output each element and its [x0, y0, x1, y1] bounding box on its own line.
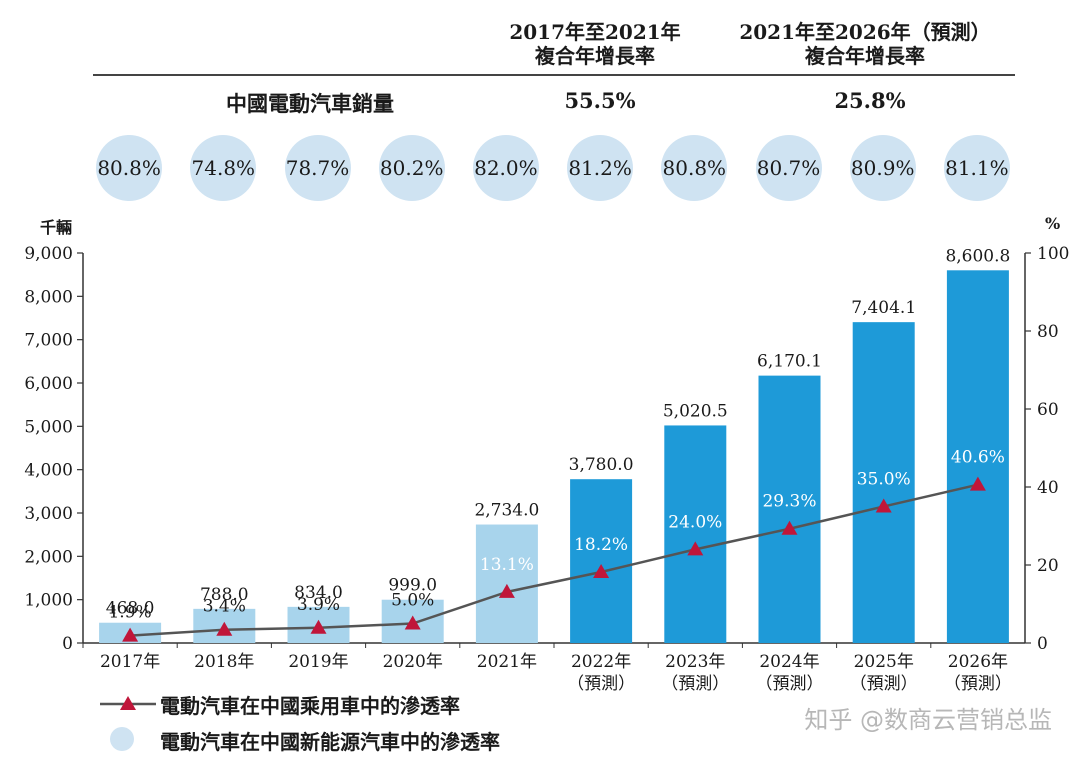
x-tick-label: 2017年 [100, 652, 160, 672]
bar [664, 425, 727, 643]
x-tick-sublabel: （預測） [661, 674, 729, 694]
y-tick-label-right: 0 [1037, 634, 1048, 654]
cagr-value-2017-2021: 55.5% [564, 88, 636, 113]
bar-value-label: 8,600.8 [945, 246, 1010, 266]
penetration-label: 35.0% [857, 470, 911, 490]
y-tick-label-right: 80 [1037, 322, 1059, 342]
y-tick-label-left: 7,000 [24, 331, 73, 351]
nev-share-bubble: 81.1% [943, 135, 1010, 201]
x-tick-sublabel: （預測） [567, 674, 635, 694]
cagr-header-2017-2021: 2017年至2021年 複合年增長率 [490, 20, 700, 68]
penetration-label: 3.4% [203, 597, 246, 617]
bar [758, 375, 821, 643]
y-tick-label-left: 8,000 [24, 287, 73, 307]
penetration-label: 1.9% [108, 603, 151, 623]
bar-value-label: 834.0 [294, 583, 343, 603]
y-tick-label-right: 40 [1037, 478, 1059, 498]
nev-share-bubble: 80.8% [661, 135, 728, 201]
bar-value-label: 7,404.1 [851, 298, 916, 318]
penetration-label: 3.9% [297, 595, 340, 615]
nev-share-bubble: 81.2% [567, 135, 634, 201]
y-tick-label-left: 6,000 [24, 374, 73, 394]
cagr-header-2021-2026-line2: 複合年增長率 [805, 44, 925, 68]
y-tick-label-left: 0 [62, 634, 73, 654]
x-tick-label: 2024年 [759, 652, 819, 672]
penetration-marker [875, 498, 892, 513]
y-tick-label-right: 20 [1037, 556, 1059, 576]
bar-value-label: 3,780.0 [569, 455, 634, 475]
penetration-marker [404, 615, 421, 630]
header-divider [93, 74, 1015, 76]
bar [852, 322, 915, 643]
y-tick-label-left: 2,000 [24, 547, 73, 567]
legend-bubble-symbol [110, 727, 134, 751]
x-tick-label: 2025年 [854, 652, 914, 672]
bar-value-label: 999.0 [388, 576, 437, 596]
x-tick-sublabel: （預測） [944, 674, 1012, 694]
y-tick-label-left: 4,000 [24, 461, 73, 481]
x-tick-sublabel: （預測） [756, 674, 824, 694]
penetration-marker [310, 619, 327, 634]
penetration-label: 5.0% [391, 591, 434, 611]
x-tick-label: 2020年 [383, 652, 443, 672]
y-tick-label-left: 9,000 [24, 244, 73, 264]
bar-value-label: 6,170.1 [757, 352, 822, 372]
cagr-header-2017-2021-line2: 複合年增長率 [535, 44, 655, 68]
x-tick-label: 2026年 [948, 652, 1008, 672]
left-axis-unit: 千輛 [40, 218, 73, 237]
cagr-header-2021-2026-line1: 2021年至2026年（預測） [739, 20, 991, 44]
bar-value-label: 788.0 [200, 585, 249, 605]
penetration-label: 13.1% [480, 555, 534, 575]
x-tick-label: 2021年 [477, 652, 537, 672]
penetration-label: 24.0% [668, 512, 722, 532]
x-tick-label: 2018年 [194, 652, 254, 672]
legend-line-label: 電動汽車在中國乘用車中的滲透率 [160, 694, 460, 718]
bar-value-label: 468.0 [106, 599, 155, 619]
y-tick-label-right: 60 [1037, 400, 1059, 420]
penetration-label: 40.6% [951, 448, 1005, 468]
legend-line-symbol [100, 696, 156, 710]
penetration-marker [969, 476, 986, 491]
chart: 0 1,000 2,000 3,000 4,000 5,000 6,000 7,000 8,00… [24, 244, 1069, 694]
nev-share-bubble: 82.0% [472, 135, 539, 201]
row-label: 中國電動汽車銷量 [226, 91, 394, 116]
penetration-marker [781, 520, 798, 535]
y-tick-label-left: 1,000 [24, 591, 73, 611]
penetration-marker [687, 541, 704, 556]
nev-share-bubble: 80.8% [96, 135, 163, 201]
cagr-value-2021-2026: 25.8% [834, 88, 906, 113]
x-tick-label: 2023年 [665, 652, 725, 672]
bar [570, 479, 633, 643]
bar-value-label: 2,734.0 [474, 501, 539, 521]
x-tick-label: 2022年 [571, 652, 631, 672]
bar [475, 524, 538, 643]
x-tick-sublabel: （預測） [850, 674, 918, 694]
x-tick-label: 2019年 [288, 652, 348, 672]
watermark: 知乎 @数商云营销总监 [804, 706, 1052, 734]
penetration-label: 18.2% [574, 535, 628, 555]
y-tick-label-left: 5,000 [24, 417, 73, 437]
cagr-header-2021-2026: 2021年至2026年（預測） 複合年增長率 [730, 20, 1000, 68]
nev-share-bubble: 80.2% [378, 135, 445, 201]
cagr-header-2017-2021-line1: 2017年至2021年 [509, 20, 681, 44]
penetration-marker [216, 621, 233, 636]
penetration-marker [498, 583, 515, 598]
penetration-marker [122, 627, 139, 642]
y-tick-label-left: 3,000 [24, 504, 73, 524]
right-axis-unit: % [1045, 214, 1061, 233]
nev-share-bubble: 80.9% [849, 135, 916, 201]
nev-share-bubble: 80.7% [755, 135, 822, 201]
penetration-line [130, 483, 979, 637]
legend-bubble-label: 電動汽車在中國新能源汽車中的滲透率 [160, 730, 500, 754]
y-tick-label-right: 100 [1037, 244, 1069, 264]
penetration-label: 29.3% [762, 492, 816, 512]
nev-share-bubble: 74.8% [190, 135, 257, 201]
bar [946, 270, 1009, 643]
penetration-marker [593, 564, 610, 579]
bar-value-label: 5,020.5 [663, 401, 728, 421]
nev-share-bubble: 78.7% [284, 135, 351, 201]
